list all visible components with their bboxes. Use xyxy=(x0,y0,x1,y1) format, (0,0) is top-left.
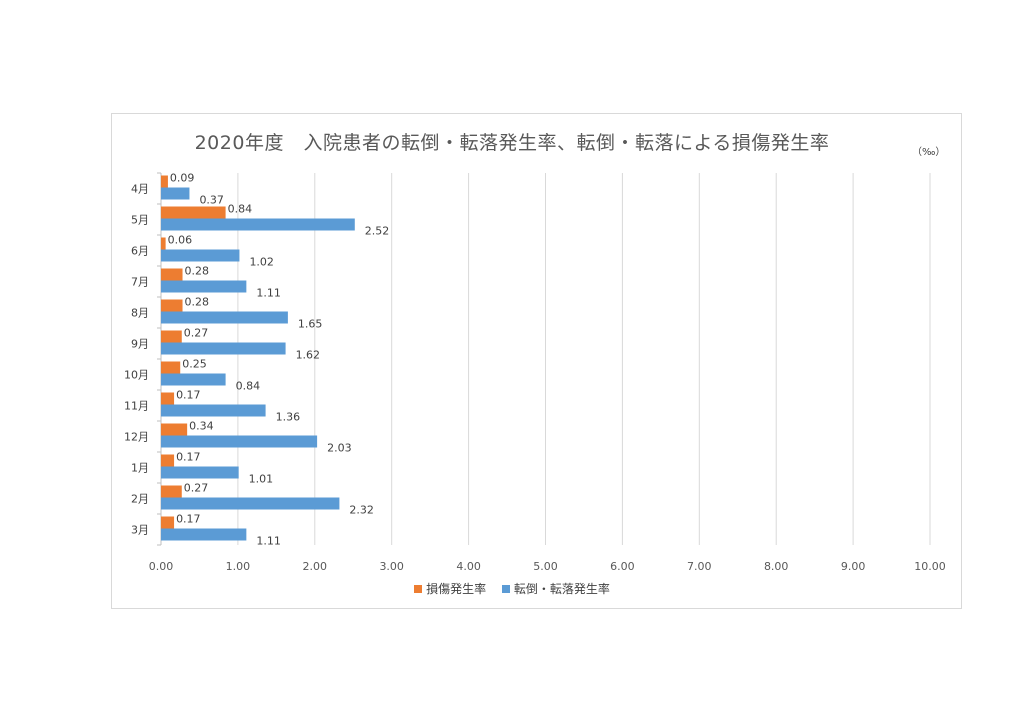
bar-injury-rate xyxy=(161,392,175,405)
data-label-fall: 1.36 xyxy=(276,411,301,424)
x-tick-label: 9.00 xyxy=(841,560,866,573)
x-tick-label: 1.00 xyxy=(226,560,251,573)
data-label-fall: 1.11 xyxy=(256,287,281,300)
category-label: 7月 xyxy=(131,276,149,289)
data-label-fall: 0.84 xyxy=(236,380,261,393)
data-label-fall: 2.52 xyxy=(365,225,390,238)
x-tick-label: 3.00 xyxy=(379,560,404,573)
legend: 損傷発生率 転倒・転落発生率 xyxy=(0,580,1024,597)
data-label-injury: 0.17 xyxy=(176,389,201,402)
bar-fall-rate xyxy=(161,311,288,324)
data-label-fall: 1.11 xyxy=(256,535,281,548)
data-label-fall: 2.03 xyxy=(327,442,352,455)
data-label-injury: 0.28 xyxy=(185,296,210,309)
x-tick-label: 10.00 xyxy=(914,560,946,573)
bar-injury-rate xyxy=(161,423,188,436)
category-label: 9月 xyxy=(131,338,149,351)
unit-label: （‰） xyxy=(912,147,946,158)
data-label-injury: 0.17 xyxy=(176,451,201,464)
data-label-fall: 1.65 xyxy=(298,318,323,331)
data-label-fall: 1.02 xyxy=(249,256,273,269)
category-label: 6月 xyxy=(131,245,149,258)
chart-frame xyxy=(111,113,962,609)
bar-injury-rate xyxy=(161,175,168,188)
bar-injury-rate xyxy=(161,454,175,467)
bar-fall-rate xyxy=(161,342,286,355)
legend-swatch-fall xyxy=(501,584,510,593)
data-label-injury: 0.09 xyxy=(170,172,195,185)
bar-fall-rate xyxy=(161,466,239,479)
data-label-injury: 0.06 xyxy=(168,234,193,247)
data-label-injury: 0.25 xyxy=(182,358,207,371)
bar-injury-rate xyxy=(161,516,175,529)
category-label: 8月 xyxy=(131,307,149,320)
data-label-injury: 0.28 xyxy=(185,265,210,278)
bar-injury-rate xyxy=(161,268,183,281)
bar-fall-rate xyxy=(161,218,355,231)
category-label: 2月 xyxy=(131,493,149,506)
bar-fall-rate xyxy=(161,528,247,541)
bar-injury-rate xyxy=(161,330,182,343)
category-label: 3月 xyxy=(131,524,149,537)
category-label: 10月 xyxy=(124,369,149,382)
chart-title: 2020年度 入院患者の転倒・転落発生率、転倒・転落による損傷発生率 xyxy=(194,132,830,154)
legend-item-injury: 損傷発生率 xyxy=(414,580,486,597)
category-label: 11月 xyxy=(124,400,149,413)
data-label-injury: 0.34 xyxy=(189,420,214,433)
bar-fall-rate xyxy=(161,497,340,510)
data-label-fall: 1.62 xyxy=(296,349,321,362)
bar-fall-rate xyxy=(161,373,226,386)
bar-fall-rate xyxy=(161,280,247,293)
x-tick-label: 7.00 xyxy=(687,560,712,573)
bar-fall-rate xyxy=(161,249,240,262)
data-label-fall: 1.01 xyxy=(249,473,274,486)
category-label: 1月 xyxy=(131,462,149,475)
data-label-fall: 0.37 xyxy=(199,194,224,207)
legend-item-fall: 転倒・転落発生率 xyxy=(501,580,610,597)
bar-fall-rate xyxy=(161,435,318,448)
data-label-injury: 0.27 xyxy=(184,482,209,495)
legend-label-injury: 損傷発生率 xyxy=(426,582,487,596)
x-tick-label: 4.00 xyxy=(456,560,481,573)
data-label-injury: 0.27 xyxy=(184,327,209,340)
x-tick-label: 8.00 xyxy=(764,560,789,573)
x-tick-label: 0.00 xyxy=(149,560,174,573)
x-tick-label: 2.00 xyxy=(303,560,328,573)
bar-injury-rate xyxy=(161,361,181,374)
bar-injury-rate xyxy=(161,485,182,498)
data-label-fall: 2.32 xyxy=(349,504,374,517)
bar-fall-rate xyxy=(161,187,190,200)
data-label-injury: 0.84 xyxy=(228,203,253,216)
category-label: 4月 xyxy=(131,183,149,196)
bar-injury-rate xyxy=(161,237,166,250)
bar-fall-rate xyxy=(161,404,266,417)
bar-injury-rate xyxy=(161,206,226,219)
data-label-injury: 0.17 xyxy=(176,513,201,526)
x-tick-label: 5.00 xyxy=(533,560,558,573)
category-label: 12月 xyxy=(124,431,149,444)
legend-swatch-injury xyxy=(414,584,423,593)
bar-injury-rate xyxy=(161,299,183,312)
x-tick-label: 6.00 xyxy=(610,560,635,573)
category-label: 5月 xyxy=(131,214,149,227)
legend-label-fall: 転倒・転落発生率 xyxy=(513,582,610,596)
